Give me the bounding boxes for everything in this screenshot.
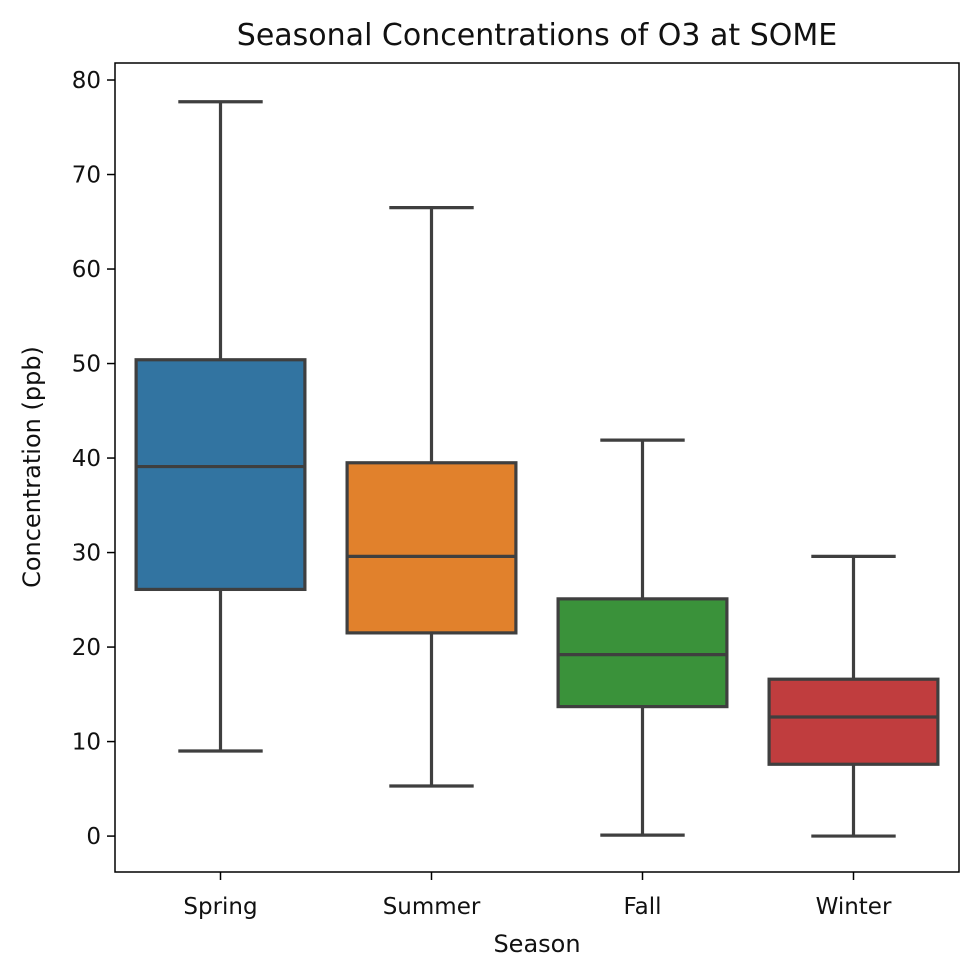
box-group-summer [345, 205, 518, 788]
box-group-fall [556, 438, 729, 837]
boxes-layer [134, 100, 940, 838]
y-tick-label: 0 [86, 824, 101, 850]
box-winter [767, 677, 940, 766]
y-tick-label: 10 [72, 730, 101, 756]
x-axis-label: Season [493, 930, 580, 958]
x-tick-label-summer: Summer [383, 894, 481, 920]
box-group-spring [134, 100, 307, 753]
box-summer [345, 461, 518, 635]
y-axis: 0 10 20 30 40 50 60 70 80 [72, 68, 115, 850]
chart-title: Seasonal Concentrations of O3 at SOME [237, 18, 837, 53]
x-tick-label-winter: Winter [816, 894, 892, 920]
box-spring [134, 358, 307, 592]
y-tick-label: 50 [72, 352, 101, 378]
box-group-winter [767, 554, 940, 838]
y-tick-label: 20 [72, 635, 101, 661]
x-axis: Spring Summer Fall Winter [183, 872, 892, 920]
x-tick-label-spring: Spring [183, 894, 257, 920]
box-fall [556, 597, 729, 709]
y-tick-label: 30 [72, 541, 101, 567]
y-tick-label: 40 [72, 446, 101, 472]
plot-area-frame [114, 62, 960, 873]
y-axis-label: Concentration (ppb) [18, 346, 46, 588]
y-tick-label: 70 [72, 163, 101, 189]
x-tick-label-fall: Fall [624, 894, 662, 920]
y-tick-label: 60 [72, 257, 101, 283]
y-tick-label: 80 [72, 68, 101, 94]
